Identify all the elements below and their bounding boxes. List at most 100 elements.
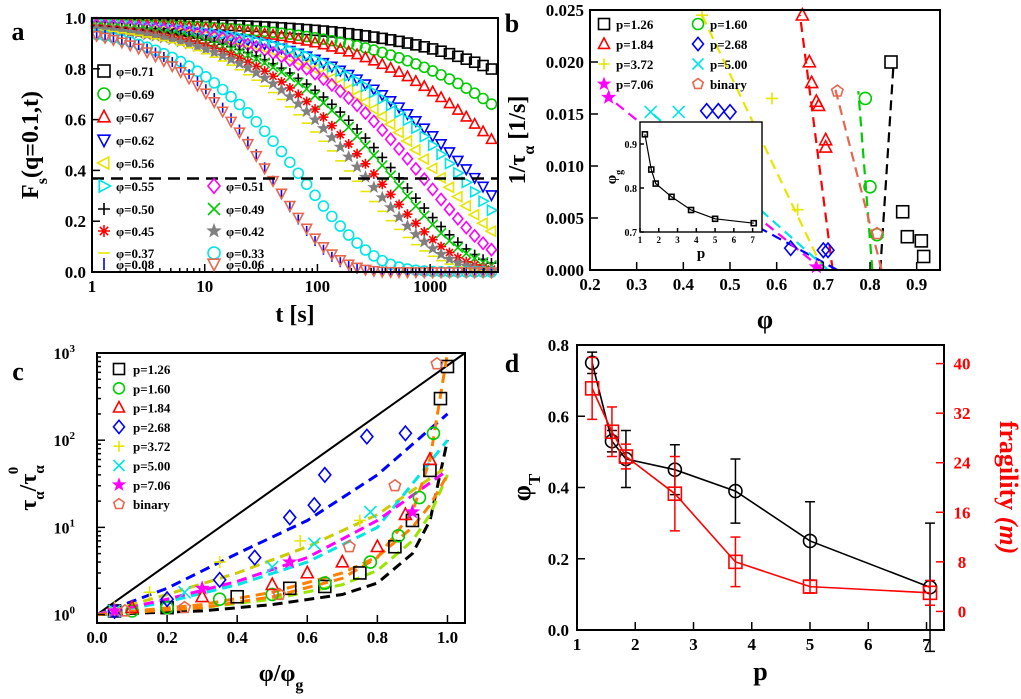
data-point: [459, 109, 473, 122]
data-point: [394, 106, 407, 119]
data-point: [250, 115, 263, 128]
legend-label: φ=0.06: [226, 257, 265, 272]
legend-label: p=1.60: [133, 381, 170, 396]
data-point: [275, 27, 288, 40]
data-point: [275, 145, 288, 158]
y-axis-sub: T: [525, 473, 544, 485]
data-point: [398, 424, 413, 442]
data-point: [442, 252, 457, 265]
x-tick-label: 0.2: [156, 628, 177, 647]
y-tick-exp: 3: [70, 343, 76, 355]
data-point: [318, 576, 332, 590]
x-tick-label: 1: [573, 635, 582, 654]
data-point: [200, 70, 212, 83]
data-point: [352, 74, 365, 88]
x-tick-label: 1.0: [437, 628, 458, 647]
y2-axis-label: fragility (m): [994, 421, 1021, 555]
data-point: [301, 83, 313, 95]
data-point: [426, 426, 441, 441]
data-point: [359, 50, 372, 63]
data-point: [427, 212, 438, 223]
data-point: [368, 250, 380, 262]
data-point: [299, 104, 314, 118]
x-tick-label: 0.4: [227, 628, 249, 647]
y-axis-sub2: α: [32, 465, 48, 474]
data-point: [230, 589, 244, 604]
data-point: [477, 256, 489, 268]
inset-frame: [639, 121, 763, 233]
data-point: [199, 88, 213, 101]
y-axis-tail: [1/s]: [505, 96, 531, 146]
inset-point: [668, 193, 675, 201]
legend-label: φ=0.51: [226, 179, 264, 194]
inset-y-tick: 0.8: [625, 184, 638, 195]
data-point: [388, 478, 402, 492]
data-point: [160, 590, 175, 608]
legend-marker: [96, 108, 112, 123]
data-point: [232, 56, 247, 70]
data-point: [409, 227, 423, 240]
legend-marker: [111, 477, 127, 491]
data-point: [766, 92, 778, 105]
y-tick-base: 10: [54, 520, 70, 537]
data-point: [325, 130, 339, 144]
data-point: [419, 203, 430, 214]
data-point: [317, 37, 330, 50]
data-point: [310, 85, 321, 96]
data-point: [402, 113, 415, 127]
data-point: [265, 560, 279, 574]
y-tick-label: 103: [54, 343, 76, 363]
data-point: [360, 133, 371, 144]
data-point: [326, 34, 338, 47]
data-point: [293, 73, 304, 84]
data-point: [383, 117, 396, 131]
data-point: [325, 39, 339, 52]
data-point: [318, 112, 329, 123]
x-tick-label: 0.2: [579, 275, 600, 294]
series-10: [89, 21, 499, 277]
data-point: [351, 130, 363, 142]
data-point: [485, 98, 498, 110]
y-tick-exp: 0: [70, 605, 76, 617]
data-point: [384, 60, 397, 73]
data-point: [335, 64, 348, 78]
data-point: [282, 553, 298, 569]
x-tick-label: 0.7: [813, 275, 835, 294]
x-tick-label: 1000: [413, 277, 447, 296]
data-point: [418, 41, 431, 53]
data-point: [427, 138, 440, 152]
legend-label: p=1.60: [710, 17, 747, 32]
data-point: [212, 592, 227, 606]
data-point: [461, 243, 472, 254]
data-point: [174, 66, 187, 79]
y-tick-label: 0.020: [546, 53, 584, 72]
x-axis-label: t [s]: [275, 302, 314, 328]
y-axis-sub: α: [521, 146, 538, 155]
legend-marker: [207, 202, 221, 216]
data-point: [818, 138, 833, 153]
x-tick-label: 0.6: [766, 275, 787, 294]
data-point: [351, 98, 364, 113]
data-point: [452, 242, 464, 254]
data-point: [795, 6, 810, 21]
data-point: [359, 264, 372, 277]
data-point: [410, 193, 421, 204]
data-point: [266, 76, 280, 90]
data-point: [486, 203, 499, 217]
data-point: [460, 82, 473, 94]
data-point: [427, 219, 439, 231]
legend-label: p=1.84: [133, 401, 171, 416]
legend-marker: [597, 36, 611, 50]
data-point: [182, 73, 196, 86]
data-point: [394, 199, 405, 210]
data-point: [333, 139, 347, 153]
data-point: [258, 163, 271, 176]
inset-y-label: φg: [604, 170, 625, 184]
data-point: [468, 87, 481, 100]
data-point: [401, 151, 414, 166]
data-point: [476, 181, 490, 194]
data-point: [300, 223, 313, 236]
data-point: [308, 233, 322, 246]
data-point: [402, 183, 413, 194]
